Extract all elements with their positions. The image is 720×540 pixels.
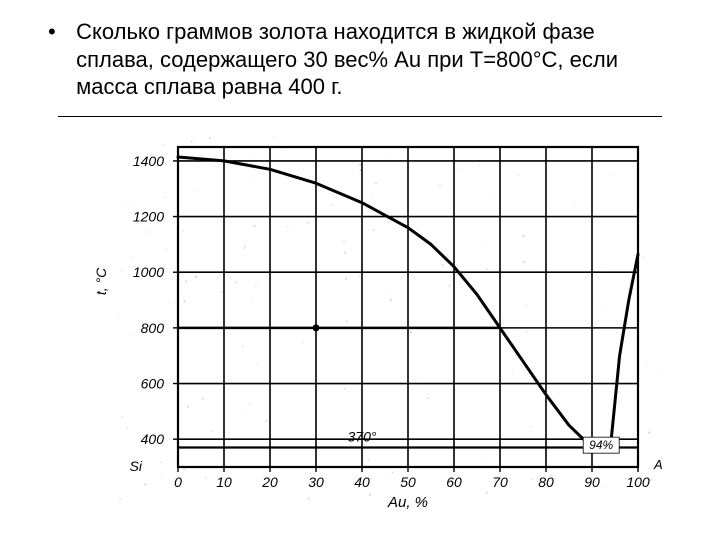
svg-text:30: 30 [308,474,324,490]
svg-text:Au, %: Au, % [387,494,428,511]
svg-text:0: 0 [174,474,182,490]
slide: • Сколько граммов золота находится в жид… [0,0,720,540]
svg-text:100: 100 [626,474,650,490]
svg-text:94%: 94% [589,438,613,452]
question-bullet: • Сколько граммов золота находится в жид… [48,18,668,101]
bullet-dot: • [48,18,70,46]
svg-text:Au: Au [653,457,662,472]
svg-text:90: 90 [584,474,600,490]
svg-text:70: 70 [492,474,508,490]
svg-text:370°: 370° [348,429,377,445]
svg-text:1200: 1200 [133,209,164,225]
svg-text:1400: 1400 [133,153,164,169]
svg-text:600: 600 [141,376,165,392]
svg-text:80: 80 [538,474,554,490]
svg-text:60: 60 [446,474,462,490]
phase-diagram-svg: 0 10 20 30 40 50 60 70 80 90 100 400 600 800 1000 1200 1… [58,117,662,517]
svg-text:800: 800 [141,320,165,336]
svg-text:10: 10 [216,474,232,490]
svg-text:20: 20 [261,474,278,490]
svg-text:400: 400 [141,431,165,447]
svg-text:1000: 1000 [133,264,164,280]
svg-text:Si: Si [130,458,143,474]
question-text: Сколько граммов золота находится в жидко… [76,18,666,101]
svg-text:50: 50 [400,474,416,490]
phase-diagram-figure: 0 10 20 30 40 50 60 70 80 90 100 400 600 800 1000 1200 1… [58,116,662,517]
svg-text:40: 40 [354,474,370,490]
svg-text:t, °C: t, °C [93,267,109,295]
